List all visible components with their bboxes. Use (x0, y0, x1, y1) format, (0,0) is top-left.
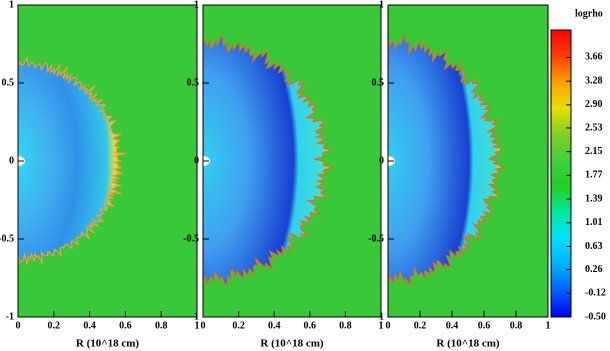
y-tick-label: -0.5 (368, 233, 384, 244)
colorbar-tick-label: 2.15 (585, 146, 603, 157)
x-tick-label: 0 (386, 320, 391, 331)
y-tick-label: 0 (9, 155, 14, 166)
panel (18, 5, 197, 317)
y-tick-label: -0.5 (0, 233, 14, 244)
y-tick-label: 0.5 (372, 77, 385, 88)
colorbar-tick-label: 3.66 (585, 52, 603, 63)
x-tick-label: 0.2 (48, 320, 61, 331)
colorbar-tick-label: -0.12 (585, 288, 606, 299)
x-tick-label: 0.8 (155, 320, 168, 331)
x-axis-label: R (10^18 cm) (76, 338, 140, 350)
colorbar-tick-label: 2.90 (585, 99, 603, 110)
colorbar-tick-label: 2.53 (585, 122, 603, 133)
y-tick-label: 1 (379, 0, 384, 10)
density-shell (203, 35, 335, 287)
colorbar-tick-label: 0.63 (585, 241, 603, 252)
x-tick-label: 0.2 (232, 320, 245, 331)
x-tick-label: 0.4 (83, 320, 96, 331)
y-tick-label: 0.5 (187, 77, 200, 88)
colorbar-tick-label: -0.50 (585, 311, 606, 322)
y-tick-label: 0 (194, 155, 199, 166)
x-tick-label: 1 (195, 320, 200, 331)
x-axis-label: R (10^18 cm) (260, 338, 324, 350)
colorbar-tick-label: 0.26 (585, 264, 603, 275)
colorbar-tick-label: 1.39 (585, 193, 603, 204)
x-tick-label: 0 (201, 320, 206, 331)
panel (203, 5, 381, 317)
y-tick-label: -0.5 (183, 233, 199, 244)
x-tick-label: 0.6 (304, 320, 317, 331)
colorbar-title: logrho (575, 8, 603, 19)
x-tick-label: 0.2 (414, 320, 427, 331)
density-shell (18, 55, 127, 265)
x-tick-label: 1 (379, 320, 384, 331)
x-tick-label: 0.8 (510, 320, 523, 331)
x-tick-label: 0.4 (268, 320, 281, 331)
colorbar-tick-label: 1.01 (585, 217, 603, 228)
y-tick-label: 0 (379, 155, 384, 166)
panel (388, 5, 548, 317)
x-tick-label: 0.8 (339, 320, 352, 331)
y-tick-label: -1 (6, 311, 14, 322)
y-tick-label: 1 (194, 0, 199, 10)
x-tick-label: 1 (546, 320, 551, 331)
y-tick-label: 0.5 (2, 77, 15, 88)
x-axis-label: R (10^18 cm) (436, 338, 500, 350)
x-tick-label: 0 (16, 320, 21, 331)
x-tick-label: 0.6 (478, 320, 491, 331)
density-shell (388, 34, 506, 289)
y-tick-label: -1 (376, 311, 384, 322)
y-tick-label: 1 (9, 0, 14, 10)
colorbar (550, 29, 572, 318)
colorbar-tick-label: 1.77 (585, 170, 603, 181)
colorbar-tick-label: 3.28 (585, 75, 603, 86)
x-tick-label: 0.4 (446, 320, 459, 331)
y-tick-label: -1 (191, 311, 199, 322)
x-tick-label: 0.6 (119, 320, 132, 331)
